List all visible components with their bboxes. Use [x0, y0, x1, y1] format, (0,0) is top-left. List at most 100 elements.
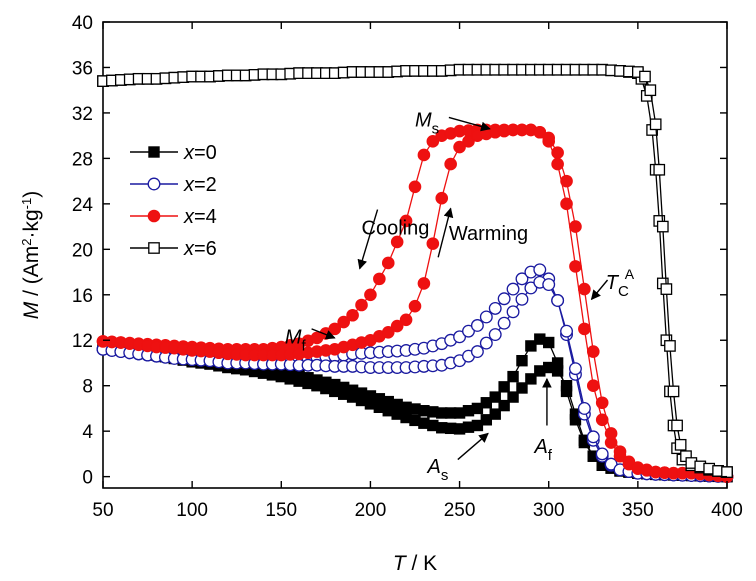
y-axis-title: M / (Am2·kg-1)	[19, 191, 44, 319]
data-point-x=4-warming-49	[533, 125, 547, 139]
data-point-x=4-cooling-28	[346, 308, 359, 322]
legend-label-x=6: x=6	[183, 238, 217, 260]
y-tick-label-12: 12	[72, 331, 93, 352]
annotation-label-as: As	[426, 456, 448, 484]
data-point-x=2-cooling-46	[506, 282, 520, 296]
data-point-x=6-warming-61	[639, 70, 651, 83]
data-point-x=6-warming-65	[656, 220, 669, 233]
x-tick-label-350: 350	[622, 500, 654, 521]
annotation-label-af: Af	[533, 436, 552, 464]
data-point-x=4-warming-58	[613, 445, 627, 458]
data-point-x=2-warming-56	[595, 447, 609, 461]
data-point-x=4-warming-55	[586, 345, 600, 358]
annotation-arrow-ms	[448, 116, 491, 132]
data-point-x=2-warming-44	[488, 328, 502, 342]
x-tick-label-400: 400	[711, 500, 743, 521]
data-point-x=4-cooling-55	[586, 379, 600, 393]
annotation-sup-tca: A	[625, 266, 635, 282]
data-point-x=2-cooling-42	[470, 319, 484, 332]
series-points-x=6-warming	[97, 63, 733, 478]
data-point-x=4-warming-50	[542, 131, 556, 145]
data-point-x=4-warming-51	[551, 146, 564, 160]
data-point-x=4-cooling-56	[595, 413, 609, 427]
x-tick-label-100: 100	[176, 500, 208, 521]
legend: x=0 x=2 x=4 x=6	[130, 142, 217, 260]
annotation-label-mf: Mf	[285, 327, 307, 355]
data-point-x=2-warming-55	[586, 430, 600, 444]
data-point-x=0-cooling-46	[507, 370, 519, 383]
data-point-x=2-cooling-49	[533, 263, 547, 277]
data-point-x=2-cooling-47	[515, 272, 529, 286]
annotation-label-ms: Ms	[415, 110, 439, 138]
data-point-x=4-warming-38	[435, 191, 449, 205]
data-point-x=0-warming-44	[489, 408, 501, 420]
annotation-mf: Mf	[285, 327, 336, 355]
data-point-x=6-warming-66	[660, 283, 673, 295]
data-point-x=6-warming-70	[674, 438, 687, 451]
y-tick-label-8: 8	[82, 377, 93, 398]
data-point-x=4-cooling-54	[578, 322, 591, 336]
legend-marker-x=4	[147, 209, 161, 223]
data-point-x=2-cooling-43	[479, 310, 493, 324]
annotation-as: As	[426, 432, 489, 484]
y-tick-label-20: 20	[72, 240, 93, 261]
data-point-x=2-warming-46	[506, 305, 520, 319]
x-axis-title: T / K	[393, 552, 437, 575]
annotation-arrow-cooling	[357, 209, 379, 270]
annotation-label-tca: TC	[606, 272, 629, 300]
data-point-x=0-cooling-44	[489, 391, 501, 403]
data-point-x=0-warming-48	[525, 373, 537, 385]
data-point-x=6-warming-68	[667, 385, 680, 398]
data-point-x=2-cooling-41	[462, 324, 475, 338]
data-point-x=2-warming-51	[551, 294, 565, 307]
legend-item-x=6: x=6	[130, 238, 217, 260]
data-point-x=0-cooling-48	[525, 340, 537, 352]
data-point-x=2-warming-43	[479, 336, 493, 350]
x-tick-label-150: 150	[265, 500, 297, 521]
data-point-x=4-cooling-53	[569, 260, 582, 273]
data-point-x=4-warming-53	[569, 220, 582, 233]
data-point-x=6-warming-69	[671, 419, 683, 432]
data-point-x=4-warming-35	[408, 299, 422, 313]
data-point-x=4-warming-41	[462, 135, 475, 148]
legend-item-x=4: x=4	[130, 206, 217, 228]
data-point-x=4-warming-36	[417, 277, 431, 290]
y-tick-label-0: 0	[82, 468, 93, 489]
data-point-x=4-cooling-29	[355, 298, 368, 312]
series-x=6	[97, 63, 733, 478]
data-point-x=6-warming-63	[649, 118, 662, 131]
data-point-x=0-cooling-47	[516, 355, 528, 367]
data-point-x=6-warming-62	[644, 84, 657, 97]
data-point-x=4-warming-52	[560, 174, 573, 188]
legend-label-x=4: x=4	[183, 206, 217, 228]
x-tick-label-300: 300	[533, 500, 565, 521]
annotation-ms: Ms	[415, 110, 491, 138]
data-point-x=2-warming-50	[542, 278, 556, 292]
data-point-x=4-warming-54	[578, 282, 591, 296]
data-point-x=0-warming-46	[507, 391, 519, 403]
data-point-x=2-warming-47	[515, 292, 529, 306]
data-point-x=0-cooling-45	[498, 381, 510, 393]
y-tick-label-24: 24	[72, 195, 94, 216]
legend-item-x=0: x=0	[130, 142, 217, 164]
data-point-x=4-warming-32	[381, 325, 395, 339]
data-point-x=4-warming-33	[390, 319, 404, 333]
x-tick-label-200: 200	[355, 500, 387, 521]
annotation-warming: Warming	[437, 207, 528, 258]
y-tick-label-32: 32	[72, 104, 93, 125]
legend-label-x=2: x=2	[183, 174, 217, 196]
annotations: Ms Mf Cooling Warming TCA Af As	[285, 110, 635, 485]
data-point-x=6-warming-64	[653, 163, 666, 176]
annotation-tca: TCA	[590, 266, 635, 300]
annotation-arrow-as	[457, 432, 489, 461]
ticks-layer: 50 100 150 200 250 300 350 400 0 4 8 12 16 20 24 28 32 36…	[72, 13, 743, 521]
data-point-x=2-warming-53	[569, 362, 582, 376]
data-point-x=4-cooling-52	[560, 197, 573, 211]
data-point-x=2-warming-54	[577, 401, 591, 415]
annotation-arrow-mf	[311, 328, 336, 340]
data-point-x=2-warming-42	[470, 345, 484, 359]
data-point-x=4-warming-57	[604, 427, 618, 440]
annotation-cooling: Cooling	[357, 209, 429, 270]
annotation-label-warming: Warming	[449, 223, 528, 245]
legend-marker-x=0	[148, 146, 160, 158]
